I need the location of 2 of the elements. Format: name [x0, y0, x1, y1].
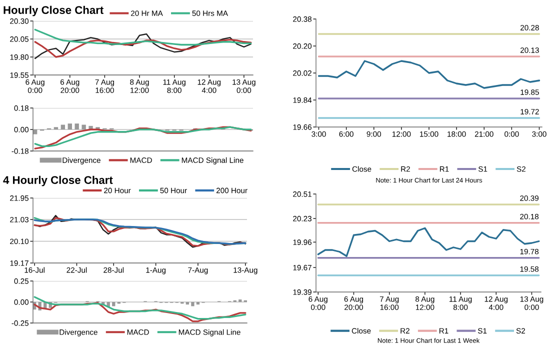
chart-title: 4 Hourly Close Chart: [3, 176, 113, 186]
chart-title: Hourly Close Chart: [4, 6, 104, 16]
